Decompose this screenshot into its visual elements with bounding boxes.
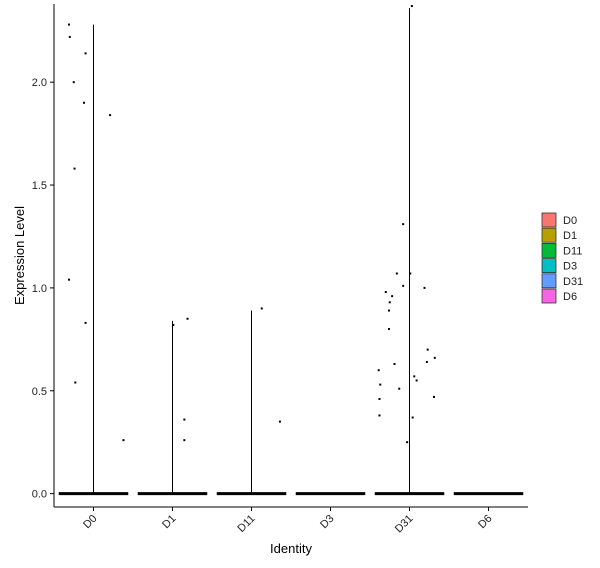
legend-key-D0 (541, 212, 557, 228)
zero-points-D31 (374, 492, 445, 496)
violin-group (93, 8, 410, 494)
data-point-D31 (377, 369, 380, 372)
data-point-D0 (73, 167, 76, 170)
x-tick-label-D6: D6 (476, 513, 494, 531)
data-point-D31 (409, 272, 412, 275)
zero-points-D1 (137, 492, 208, 496)
data-point-D0 (84, 321, 87, 324)
data-point-D1 (183, 439, 186, 442)
axes-group: 0.0 0.5 1.0 1.5 2.0 D0 D1 D11 D3 D31 D6 (32, 4, 528, 535)
data-point-D1 (172, 323, 175, 326)
zero-points-D6 (453, 492, 524, 496)
data-point-D0 (68, 35, 71, 38)
data-point-D31 (388, 301, 391, 304)
data-point-D1 (183, 418, 186, 421)
data-point-D0 (74, 381, 77, 384)
data-point-D31 (398, 387, 401, 390)
data-point-D0 (83, 101, 86, 104)
data-point-D31 (423, 286, 426, 289)
legend-key-D3 (541, 258, 557, 274)
data-point-D0 (68, 23, 71, 26)
data-point-D0 (68, 278, 71, 281)
x-tick-label-D31: D31 (393, 513, 416, 536)
y-tick-label: 1.0 (32, 283, 47, 295)
data-point-D1 (186, 317, 189, 320)
data-point-D31 (415, 379, 418, 382)
data-point-D31 (395, 272, 398, 275)
y-tick-label: 1.5 (32, 180, 47, 192)
legend-label-D6: D6 (563, 291, 577, 303)
zero-points-D3 (295, 492, 366, 496)
legend-label-D3: D3 (563, 261, 577, 273)
data-point-D31 (402, 223, 405, 226)
legend-label-D1: D1 (563, 230, 577, 242)
y-axis-title: Expression Level (12, 206, 27, 305)
point-group (68, 5, 436, 444)
data-point-D0 (84, 52, 87, 55)
legend-key-D31 (541, 273, 557, 289)
data-point-D0 (122, 439, 125, 442)
x-tick-label-D1: D1 (160, 513, 178, 531)
data-point-D31 (413, 375, 416, 378)
data-point-D31 (379, 383, 382, 386)
legend-label-D31: D31 (563, 276, 583, 288)
data-point-D31 (433, 356, 436, 359)
data-point-D31 (402, 284, 405, 287)
data-point-D31 (391, 295, 394, 298)
data-point-D31 (426, 348, 429, 351)
zero-points-D0 (58, 492, 129, 496)
data-point-D0 (72, 81, 75, 84)
data-point-D31 (393, 363, 396, 366)
y-tick-label: 0.0 (32, 489, 47, 501)
data-point-D11 (278, 420, 281, 423)
data-point-D31 (425, 360, 428, 363)
x-tick-label-D11: D11 (235, 513, 257, 535)
data-point-D31 (378, 397, 381, 400)
y-tick-label: 2.0 (32, 77, 47, 89)
data-point-D31 (387, 309, 390, 312)
x-axis-title: Identity (270, 541, 312, 556)
data-point-D31 (411, 416, 414, 419)
data-point-D31 (387, 328, 390, 331)
data-point-D31 (432, 395, 435, 398)
y-tick-label: 0.5 (32, 386, 47, 398)
zero-points-D11 (216, 492, 287, 496)
legend-label-D0: D0 (563, 215, 577, 227)
data-point-D11 (260, 307, 263, 310)
legend-key-D11 (541, 242, 557, 258)
data-point-D0 (109, 114, 112, 117)
data-point-D31 (410, 5, 413, 8)
legend-label-D11: D11 (563, 245, 582, 257)
legend: D0 D1 D11 D3 D31 D6 (541, 212, 583, 304)
x-tick-label-D3: D3 (318, 513, 336, 531)
legend-key-D6 (541, 288, 557, 304)
data-point-D31 (384, 291, 387, 294)
data-point-D31 (406, 441, 409, 444)
x-tick-label-D0: D0 (81, 513, 99, 531)
legend-key-D1 (541, 227, 557, 243)
baseline-group (58, 492, 524, 496)
data-point-D31 (378, 414, 381, 417)
